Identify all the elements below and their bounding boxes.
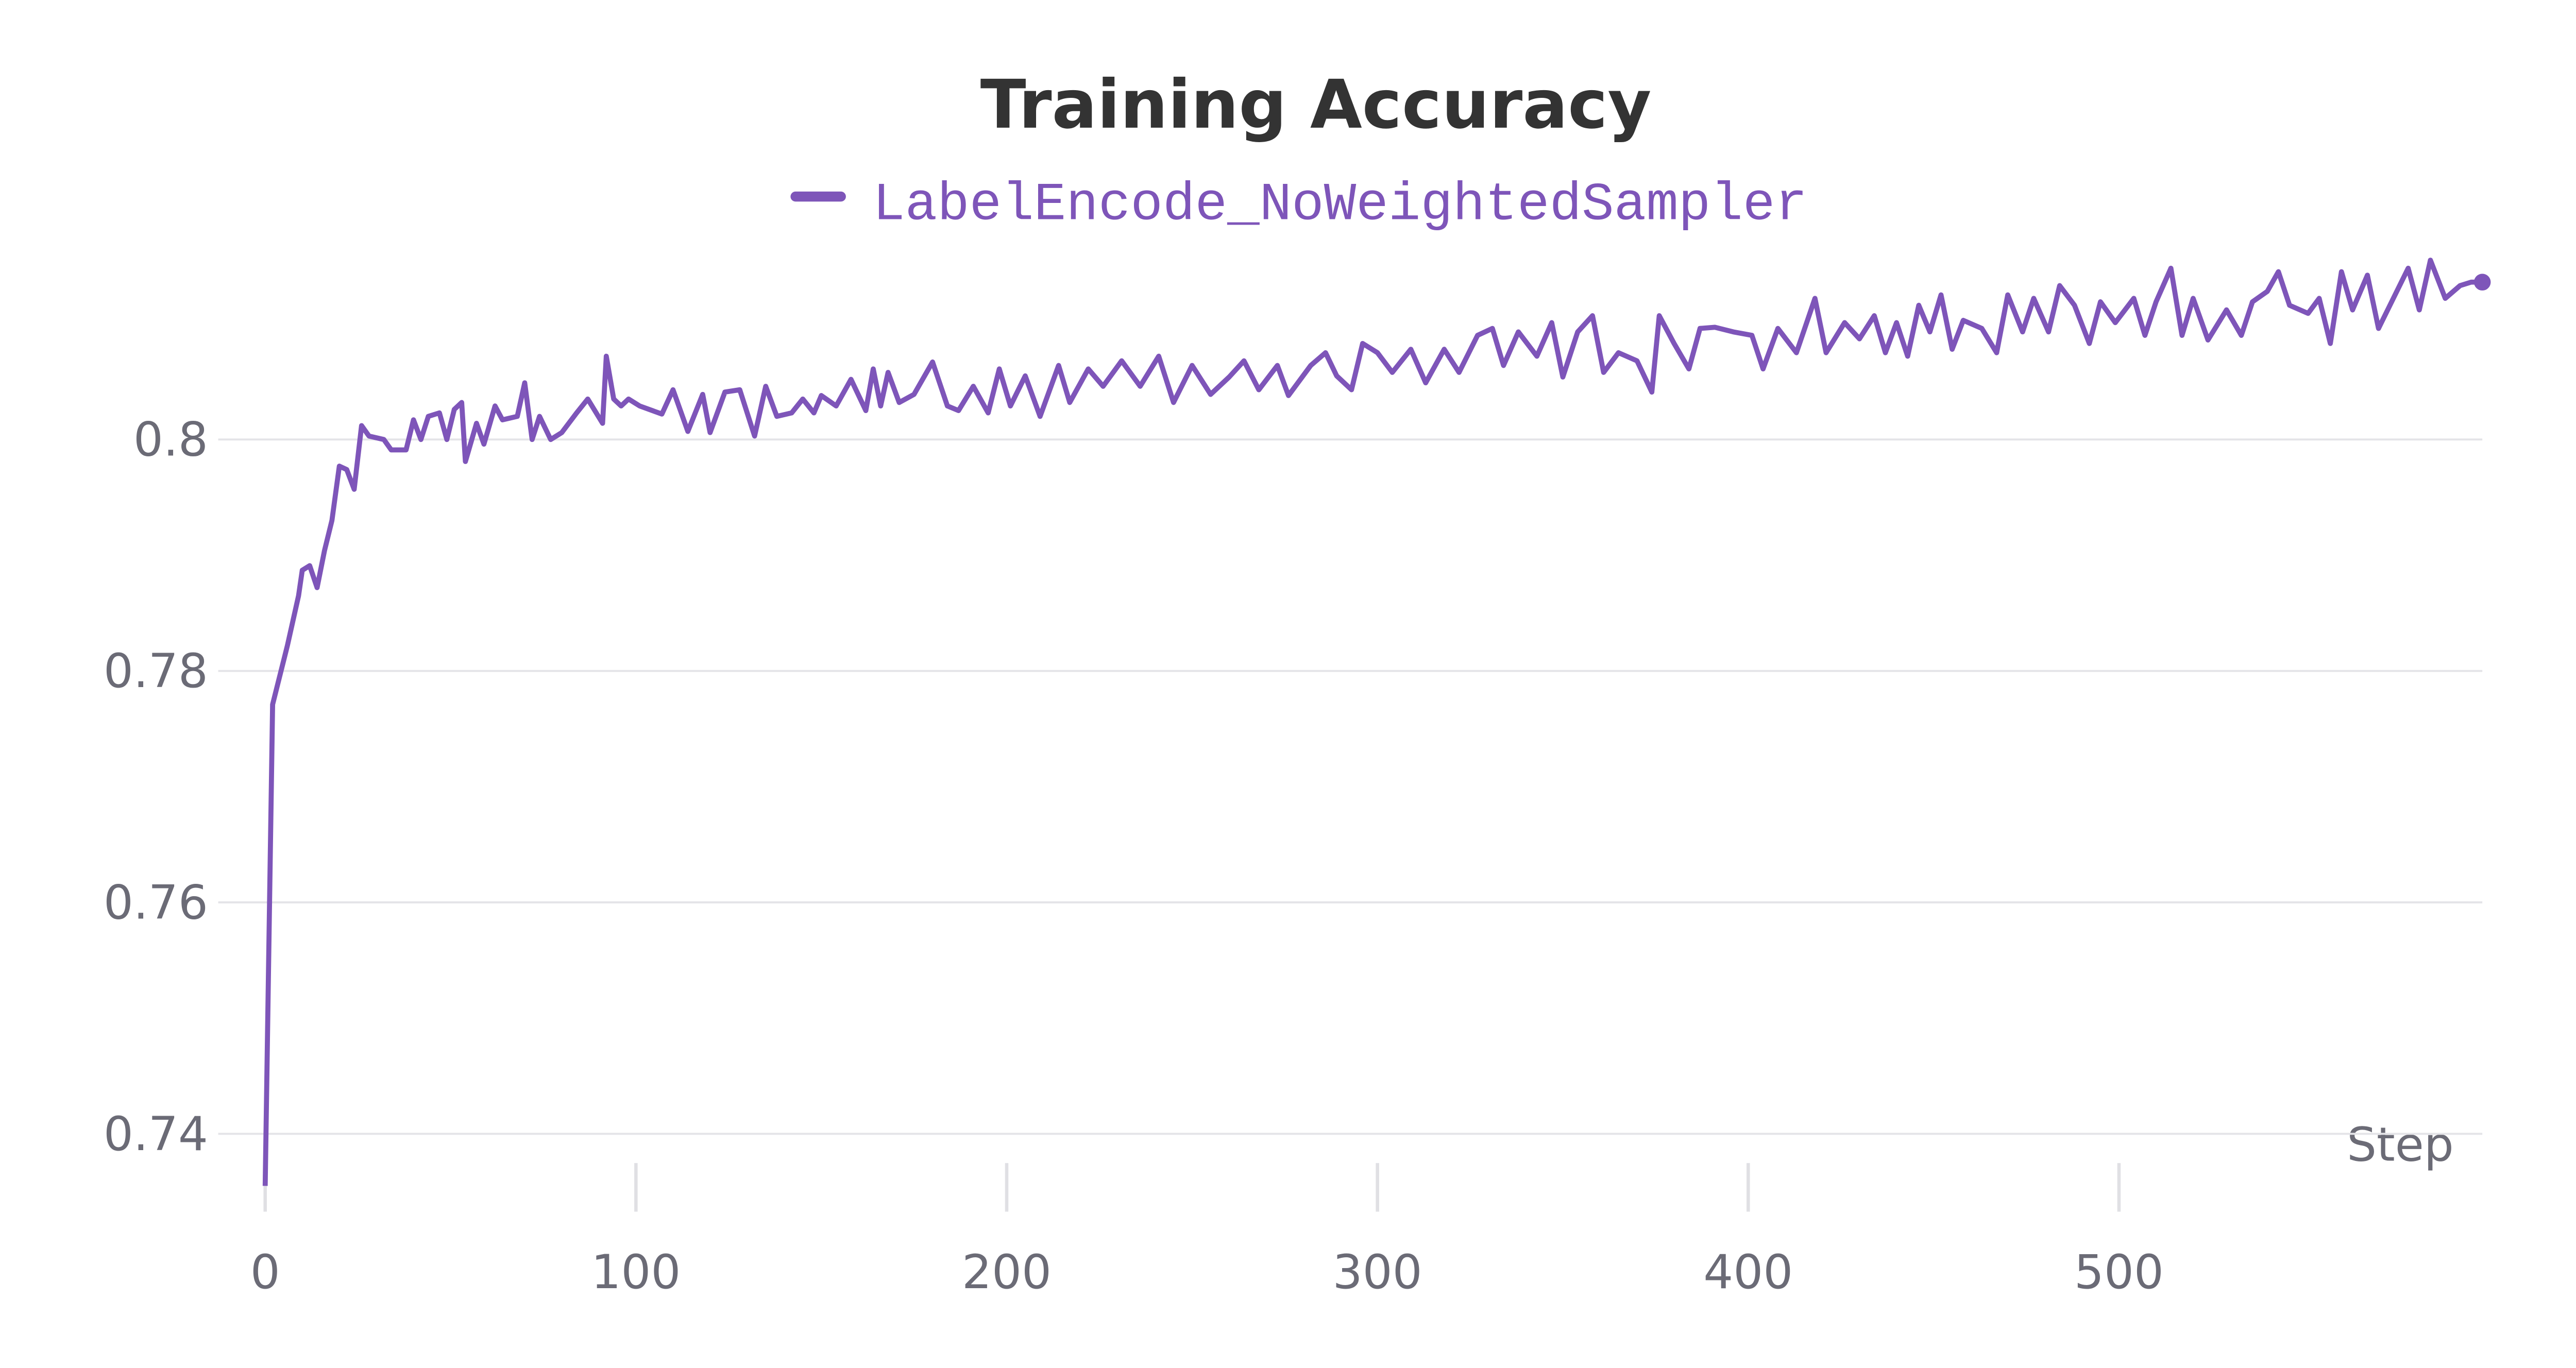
y-tick-label: 0.76 xyxy=(104,875,208,930)
y-tick-label: 0.74 xyxy=(104,1106,208,1161)
end-marker xyxy=(2473,273,2491,291)
x-axis-label: Step xyxy=(2347,1117,2454,1172)
legend-label: LabelEncode_NoWeightedSampler xyxy=(873,175,1807,235)
series-line xyxy=(262,258,2483,1186)
x-tick-label: 400 xyxy=(1703,1244,1793,1299)
x-tick-label: 100 xyxy=(591,1244,681,1299)
x-tick-label: 200 xyxy=(962,1244,1052,1299)
chart-title: Training Accuracy xyxy=(980,65,1652,144)
x-tick-label: 0 xyxy=(250,1244,280,1299)
x-tick-label: 300 xyxy=(1333,1244,1422,1299)
y-tick-label: 0.8 xyxy=(133,412,208,467)
y-tick-label: 0.78 xyxy=(104,643,208,698)
x-tick-label: 500 xyxy=(2074,1244,2164,1299)
